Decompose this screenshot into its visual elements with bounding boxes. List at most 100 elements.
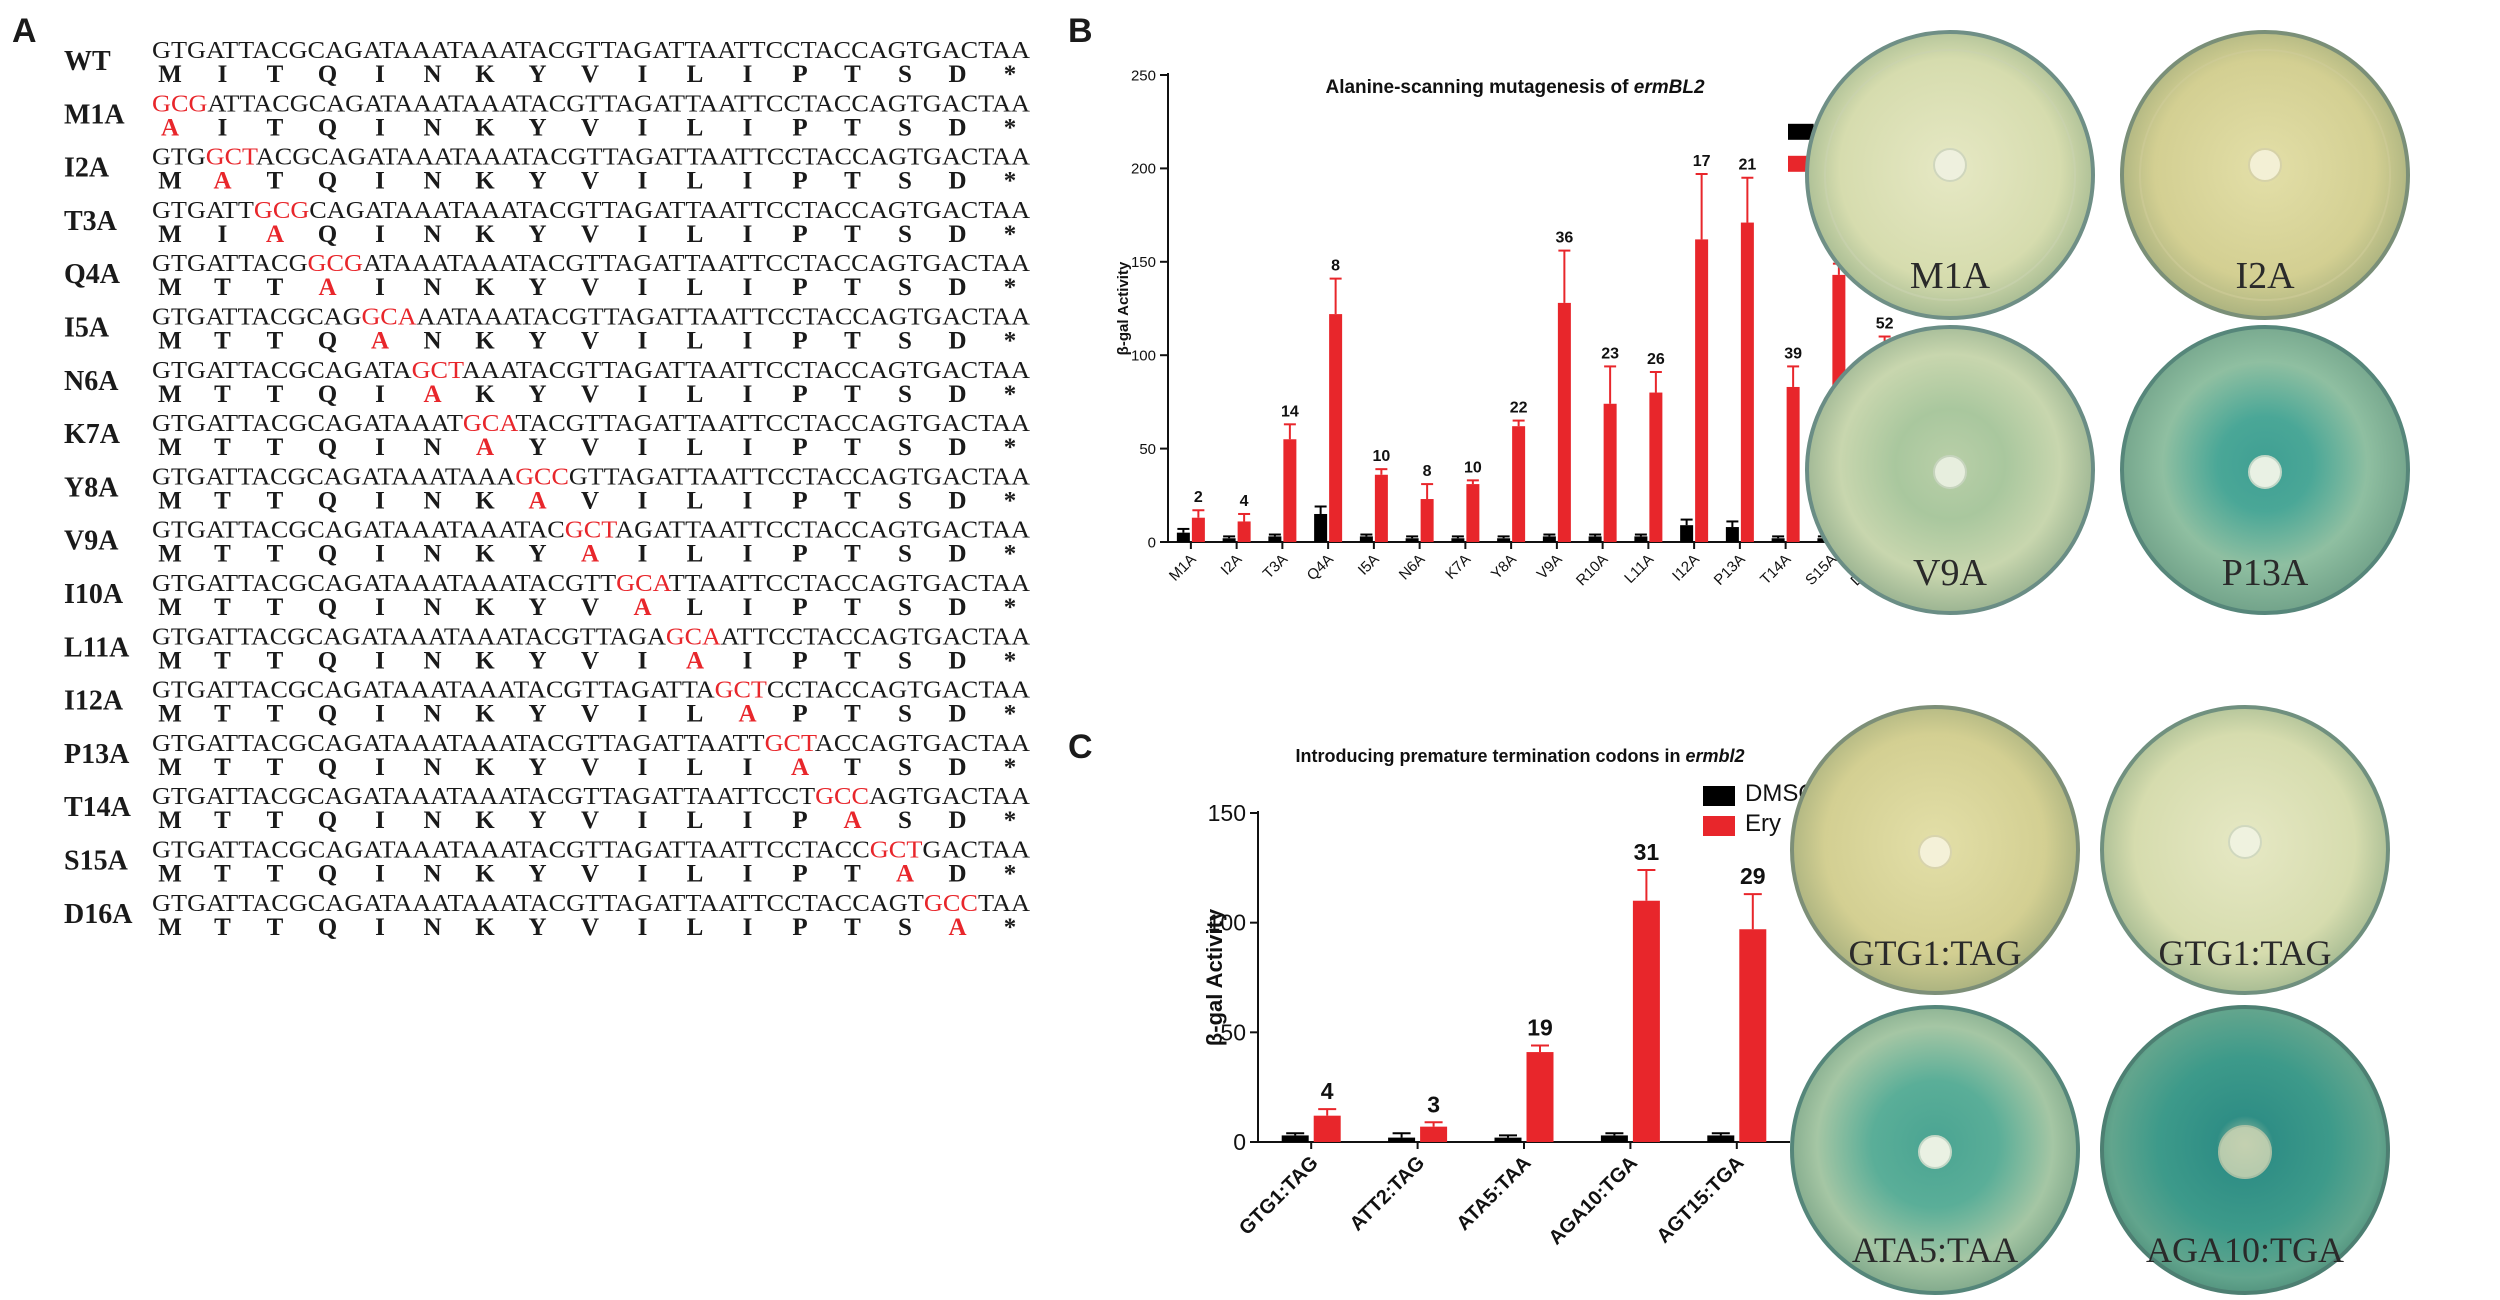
amino-acid: I	[743, 328, 753, 355]
seq-prefix: GTGATTACG	[152, 251, 308, 277]
amino-acid: V	[581, 914, 599, 941]
legend-swatch-dmso	[1703, 786, 1735, 806]
amino-acid: K	[475, 701, 495, 728]
amino-acid: V	[581, 274, 599, 301]
amino-acid: Q	[318, 328, 337, 355]
data-label: 4	[1240, 493, 1249, 510]
amino-acid: Q	[318, 701, 337, 728]
amino-acid: N	[423, 221, 441, 248]
amino-acid: I	[218, 61, 228, 88]
dna-sequence: GTGATTACGCAG GCA AATAAATACGTTAGATTAATTCCTA…	[152, 305, 1031, 331]
amino-acid: K	[475, 541, 495, 568]
amino-acid: Y	[528, 541, 546, 568]
amino-acid: Q	[318, 754, 337, 781]
sequence-row: T3A GTGATT GCG CAGATAAATAAATACGTTAGATTAATTC…	[64, 198, 1031, 248]
data-label: 8	[1423, 463, 1432, 480]
sequence-row: M1A GCG ATTACGCAGATAAATAAATACGTTAGATTAATTC…	[64, 91, 1031, 141]
amino-acid: T	[844, 647, 861, 674]
seq-prefix: GTGATTACGCAGATAAATAAATACGTTAGA	[152, 624, 667, 650]
amino-acid: V	[581, 754, 599, 781]
bar-dmso	[1680, 525, 1694, 542]
amino-acid: Q	[318, 594, 337, 621]
amino-acid: *	[1004, 487, 1017, 514]
amino-acid: T	[214, 274, 231, 301]
plate-aga10-tga: AGA10:TGA	[2100, 1005, 2390, 1295]
sequence-row: K7A GTGATTACGCAGATAAAT GCA TACGTTAGATTAATTC…	[64, 411, 1031, 461]
amino-acid-mutated: A	[686, 647, 704, 674]
amino-acid: *	[1004, 807, 1017, 834]
amino-acid: I	[375, 434, 385, 461]
dna-sequence: GTGATTACGCAGATAAATAAATACGTTAGA GCA ATTCCTA…	[152, 624, 1031, 650]
amino-acid: T	[267, 914, 284, 941]
amino-acid-mutated: A	[633, 594, 651, 621]
amino-acid: I	[375, 61, 385, 88]
amino-acid: T	[214, 807, 231, 834]
amino-acid: S	[898, 541, 912, 568]
amino-acid: P	[792, 328, 807, 355]
amino-acid: D	[948, 168, 966, 195]
amino-acid: I	[375, 274, 385, 301]
amino-acid: P	[792, 221, 807, 248]
amino-acid: T	[844, 61, 861, 88]
amino-acid-mutated: A	[266, 221, 284, 248]
seq-suffix: ATTCCTACCAGTGACTAA	[721, 624, 1031, 650]
seq-mutated-codon: GCG	[152, 91, 207, 117]
amino-acid-mutated: A	[581, 541, 599, 568]
seq-prefix: GTGATT	[152, 198, 254, 224]
amino-acid: I	[743, 807, 753, 834]
bar-dmso	[1542, 536, 1556, 542]
amino-acid: L	[687, 487, 704, 514]
amino-acid: I	[375, 168, 385, 195]
amino-acid: T	[214, 328, 231, 355]
x-tick-label: I2A	[1218, 551, 1246, 579]
bar-ery	[1283, 439, 1297, 542]
amino-acid: M	[158, 434, 182, 461]
chart-title: Introducing premature termination codons…	[1295, 746, 1744, 766]
amino-acid: T	[214, 861, 231, 888]
amino-acid: D	[948, 807, 966, 834]
plate-label: ATA5:TAA	[1852, 1230, 2018, 1270]
amino-acid: D	[948, 647, 966, 674]
amino-acid: I	[638, 221, 648, 248]
plate-ata5-taa: ATA5:TAA	[1790, 1005, 2080, 1295]
amino-acid: I	[638, 861, 648, 888]
amino-acid: *	[1004, 61, 1017, 88]
bar-dmso	[1588, 536, 1602, 542]
plate-label: P13A	[2222, 552, 2309, 594]
amino-acid: S	[898, 114, 912, 141]
seq-suffix: CCTACCAGTGACTAA	[767, 678, 1031, 704]
bar-ery	[1420, 1126, 1448, 1142]
bar-ery	[1649, 392, 1663, 542]
amino-acid: I	[375, 381, 385, 408]
amino-acid: T	[267, 114, 284, 141]
amino-acid: T	[267, 647, 284, 674]
seq-suffix: AAATACGTTAGATTAATTCCTACCAGTGACTAA	[462, 358, 1031, 384]
sequence-row: I10A GTGATTACGCAGATAAATAAATACGTT GCA TTAATT…	[64, 571, 1031, 621]
amino-acid: M	[158, 274, 182, 301]
data-label: 10	[1372, 448, 1390, 465]
amino-acid: D	[948, 541, 966, 568]
amino-acid: I	[375, 221, 385, 248]
data-label: 39	[1784, 345, 1802, 362]
amino-acid: Y	[528, 914, 546, 941]
amino-acid: *	[1004, 861, 1017, 888]
plate-v9a: V9A	[1805, 325, 2095, 615]
amino-acid: D	[948, 487, 966, 514]
amino-acid: T	[214, 754, 231, 781]
plate-disk	[2218, 1125, 2272, 1179]
amino-acid: T	[214, 487, 231, 514]
y-tick-label: 50	[1220, 1019, 1246, 1045]
dna-sequence: GTGATTACGCAGATAAATAAATACGTTAGATTAATTCCTA…	[152, 838, 1031, 864]
x-tick-label: R10A	[1573, 551, 1612, 590]
seq-suffix: AGTGACTAA	[869, 784, 1031, 810]
amino-acid: I	[743, 114, 753, 141]
amino-acid: L	[687, 754, 704, 781]
mutant-label: D16A	[64, 899, 133, 930]
bar-dmso	[1405, 538, 1419, 542]
amino-acid: K	[475, 807, 495, 834]
amino-acid: P	[792, 861, 807, 888]
bar-dmso	[1725, 527, 1739, 542]
amino-acid: I	[638, 61, 648, 88]
amino-acid: N	[423, 61, 441, 88]
amino-acid: D	[948, 701, 966, 728]
